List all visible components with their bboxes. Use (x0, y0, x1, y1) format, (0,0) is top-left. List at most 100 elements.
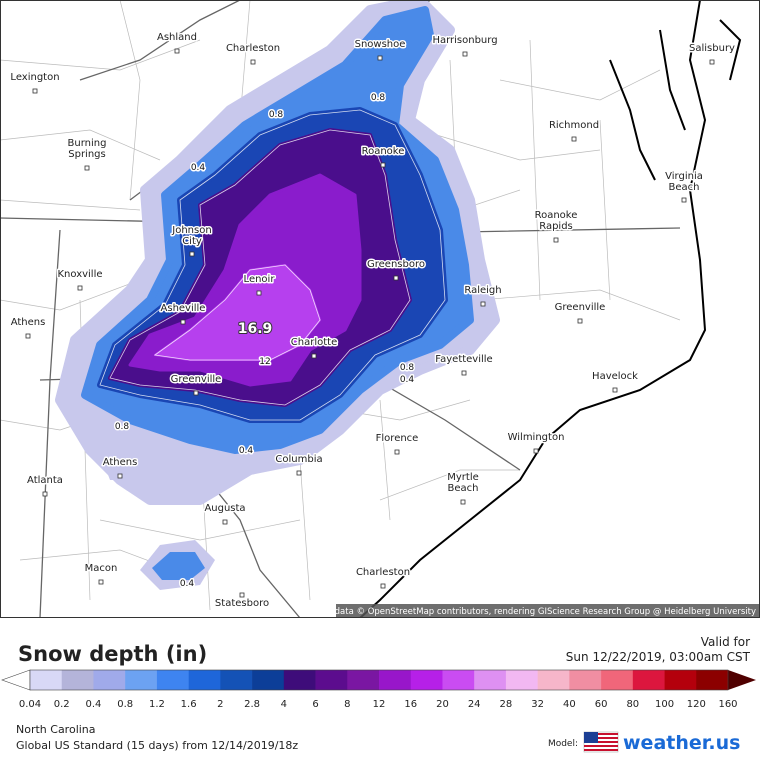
city-marker (84, 165, 90, 171)
city-marker (174, 48, 180, 54)
map: Ashland Charleston Snowshoe Harrisonburg Sal… (0, 0, 760, 618)
color-bar-box (156, 670, 189, 690)
city-label: Springs (68, 149, 105, 160)
city-label: Virginia (665, 171, 703, 182)
contour-label: 0.4 (239, 446, 254, 456)
city-marker (180, 319, 186, 325)
city-label: Columbia (275, 454, 322, 465)
city-label: Richmond (549, 120, 599, 131)
city-marker (461, 370, 467, 376)
city-label: Charleston (356, 567, 410, 578)
city-marker (480, 301, 486, 307)
contour-label: 0.4 (400, 375, 415, 385)
city-label: Rapids (539, 221, 573, 232)
city-label: Salisbury (689, 43, 735, 54)
legend-tick-label: 2.8 (244, 699, 260, 710)
city-label: Beach (448, 483, 479, 494)
coastline (359, 0, 742, 618)
city-label: Augusta (204, 503, 245, 514)
city-marker (250, 59, 256, 65)
region: North Carolina (16, 723, 96, 736)
color-bar-box (601, 670, 634, 690)
contour-label: 0.8 (400, 363, 415, 373)
legend-tick-label: 12 (373, 699, 386, 710)
legend-tick-label: 0.4 (86, 699, 102, 710)
city-marker (553, 237, 559, 243)
color-bar-box (220, 670, 253, 690)
city-label: Snowshoe (355, 39, 406, 50)
city-label: Roanoke (362, 146, 405, 157)
model-run: Global US Standard (15 days) from 12/14/… (16, 739, 298, 752)
city-marker (377, 55, 383, 61)
contour-label: 0.4 (180, 579, 195, 589)
city-label: Burning (68, 138, 107, 149)
color-bar-box (696, 670, 729, 690)
city-label: City (182, 236, 202, 247)
legend-tick-label: 120 (687, 699, 706, 710)
labels: Ashland Charleston Snowshoe Harrisonburg Sal… (9, 31, 737, 611)
city-marker (189, 251, 195, 257)
color-bar-box (125, 670, 158, 690)
city-marker (571, 136, 577, 142)
city-label: Statesboro (215, 598, 269, 609)
color-bar-box (474, 670, 507, 690)
color-bar-box (347, 670, 380, 690)
legend-tick-label: 4 (281, 699, 287, 710)
contour-label: 12 (259, 357, 270, 367)
color-bar-high (728, 670, 756, 690)
city-marker (533, 448, 539, 454)
legend-tick-label: 20 (436, 699, 449, 710)
city-label: Lenoir (244, 274, 276, 285)
city-marker (117, 473, 123, 479)
valid-time: Sun 12/22/2019, 03:00am CST (566, 650, 751, 664)
city-label: Athens (103, 457, 138, 468)
legend-tick-label: 28 (500, 699, 513, 710)
city-marker (394, 449, 400, 455)
color-bar-box (252, 670, 285, 690)
legend-tick-label: 160 (718, 699, 737, 710)
city-marker (709, 59, 715, 65)
city-marker (311, 353, 317, 359)
color-bar-low (1, 669, 31, 691)
city-marker (393, 275, 399, 281)
legend-tick-label: 8 (344, 699, 350, 710)
city-label: Macon (85, 563, 118, 574)
city-label: Lexington (10, 72, 59, 83)
model-label: Model: (548, 739, 578, 749)
legend-tick-label: 100 (655, 699, 674, 710)
legend-tick-label: 40 (563, 699, 576, 710)
legend-footer: Snow depth (in) Valid for Sun 12/22/2019… (1, 635, 756, 754)
city-marker (25, 333, 31, 339)
legend-tick-label: 60 (595, 699, 608, 710)
color-bar-box (537, 670, 570, 690)
color-bar-box (315, 670, 348, 690)
legend-tick-label: 80 (626, 699, 639, 710)
city-label: Greenville (171, 374, 222, 385)
city-marker (98, 579, 104, 585)
city-marker (612, 387, 618, 393)
city-marker (32, 88, 38, 94)
color-bar-frame (29, 669, 729, 691)
city-label: Greenville (555, 302, 606, 313)
city-label: Myrtle (447, 472, 479, 483)
color-bar-box (632, 670, 665, 690)
city-marker (681, 197, 687, 203)
legend-tick-label: 0.8 (117, 699, 133, 710)
legend-tick-label: 0.04 (19, 699, 41, 710)
color-bar-box (30, 670, 63, 690)
color-bar: 0.04 0.2 0.4 0.8 1.2 1.6 2 2.8 4 6 8 12 16 20 24 28 32 40… (1, 669, 756, 710)
contour-label: 0.8 (269, 110, 284, 120)
legend-tick-label: 24 (468, 699, 481, 710)
city-label: Beach (669, 182, 700, 193)
city-marker (193, 390, 199, 396)
city-label: Johnson (171, 225, 211, 236)
city-label: Raleigh (464, 285, 501, 296)
valid-label: Valid for (701, 635, 750, 649)
city-label: Harrisonburg (432, 35, 497, 46)
contour-lines (99, 109, 446, 421)
contour-label: 0.8 (115, 422, 130, 432)
attribution-background (336, 604, 760, 618)
city-label: Roanoke (535, 210, 578, 221)
legend-tick-label: 16 (404, 699, 417, 710)
city-marker (256, 290, 262, 296)
